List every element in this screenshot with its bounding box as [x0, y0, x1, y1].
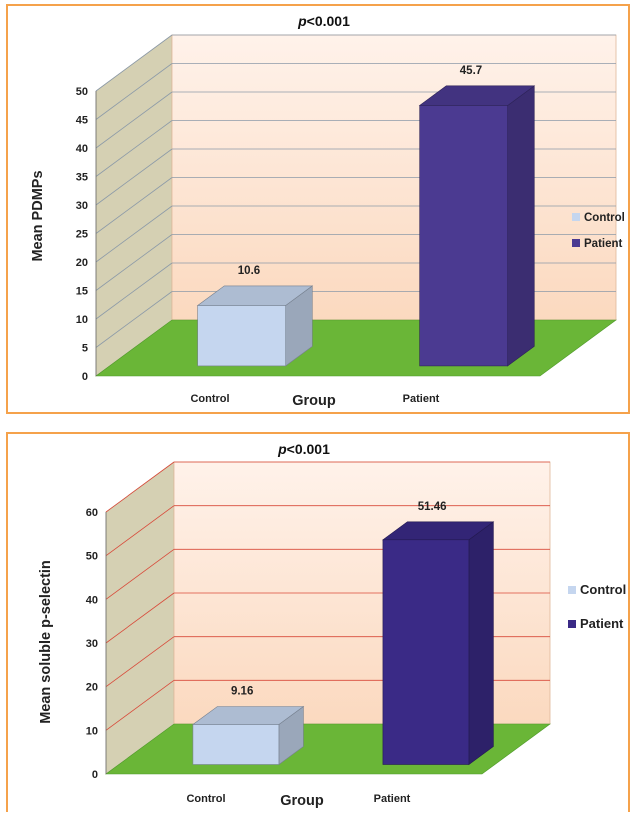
x-category-label: Patient: [403, 393, 440, 405]
data-label-control: 9.16: [231, 686, 253, 698]
gridline-side: [95, 234, 173, 291]
bar-control: [197, 305, 286, 367]
gridline-side: [105, 549, 175, 600]
gridline-side: [95, 291, 173, 348]
y-tick-label: 40: [86, 594, 98, 606]
y-tick-label: 20: [86, 682, 98, 694]
gridline-side: [105, 461, 175, 513]
chart-title: p<0.001: [297, 13, 350, 29]
data-label-patient: 45.7: [460, 65, 482, 77]
y-axis-title: Mean soluble p-selectin: [38, 560, 54, 724]
x-category-label: Patient: [374, 793, 411, 805]
bar-control: [192, 724, 280, 765]
x-category-label: Control: [190, 393, 229, 405]
gridline-side: [95, 63, 173, 120]
y-tick-label: 30: [76, 200, 88, 212]
legend-label-control: Control: [580, 582, 626, 597]
y-tick-label: 60: [86, 507, 98, 519]
y-tick-label: 50: [86, 551, 98, 563]
legend-label-patient: Patient: [584, 238, 623, 250]
y-tick-label: 0: [92, 769, 98, 781]
y-tick-label: 10: [86, 725, 98, 737]
y-tick-label: 15: [76, 286, 88, 298]
x-category-label: Control: [186, 793, 225, 805]
y-tick-label: 35: [76, 172, 88, 184]
chart-panel-p-selectin: 0 10 20 30 40 50 60 9.16 51.46 Control Patient Grou…: [6, 432, 630, 812]
y-tick-label: 40: [76, 143, 88, 155]
floor: [95, 319, 617, 377]
chart-p-selectin: 0 10 20 30 40 50 60 9.16 51.46 Control Patient Grou…: [38, 441, 626, 809]
chart-pdmps: 0 5 10 15 20 25 30 35 40 45 50 10.6 45.7 Control Patie…: [30, 13, 625, 409]
y-tick-label: 5: [82, 343, 88, 355]
data-label-patient: 51.46: [418, 501, 447, 513]
legend-swatch-control: [572, 213, 580, 221]
bar-side-patient: [468, 521, 494, 766]
gridline-side: [95, 262, 173, 320]
gridline-side: [95, 148, 173, 206]
y-tick-label: 25: [76, 229, 88, 241]
y-tick-label: 20: [76, 257, 88, 269]
legend-swatch-control: [568, 586, 576, 594]
y-tick-label: 45: [76, 115, 88, 127]
gridline-side: [105, 680, 175, 731]
bar-side-patient: [507, 85, 535, 367]
gridline-side: [95, 205, 173, 263]
chart-panel-pdmps: 0 5 10 15 20 25 30 35 40 45 50 10.6 45.7 Control Patie…: [6, 4, 630, 414]
y-tick-label: 30: [86, 638, 98, 650]
x-axis-title: Group: [292, 393, 336, 409]
legend-swatch-patient: [568, 620, 576, 628]
y-tick-label: 50: [76, 86, 88, 98]
gridline-side: [105, 592, 175, 644]
gridline-side: [105, 505, 175, 556]
gridline-side: [95, 34, 173, 92]
y-tick-label: 0: [82, 371, 88, 383]
legend-swatch-patient: [572, 239, 580, 247]
legend-label-patient: Patient: [580, 616, 624, 631]
legend-label-control: Control: [584, 212, 625, 224]
gridline-side: [95, 91, 173, 149]
gridline-side: [105, 636, 175, 687]
data-label-control: 10.6: [238, 265, 260, 277]
bar-patient: [419, 105, 508, 367]
y-axis-title: Mean PDMPs: [30, 170, 46, 261]
bar-patient: [382, 539, 470, 765]
gridline-side: [95, 177, 173, 234]
chart-title: p<0.001: [277, 441, 330, 457]
x-axis-title: Group: [280, 793, 324, 809]
y-tick-label: 10: [76, 314, 88, 326]
gridline-side: [95, 120, 173, 177]
